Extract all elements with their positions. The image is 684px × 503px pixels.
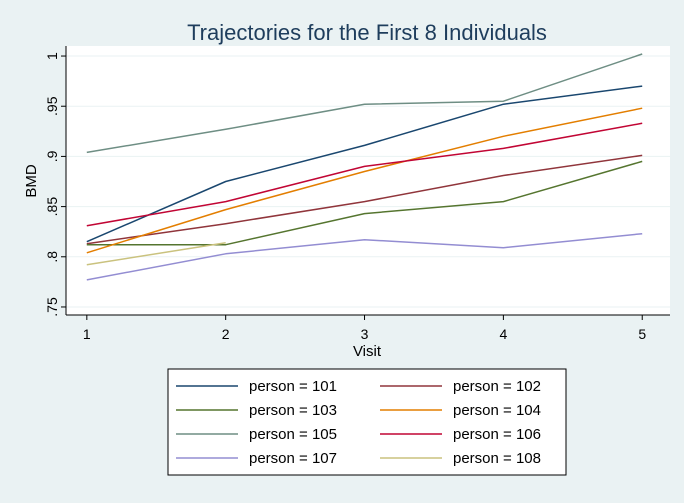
series-line [86, 232, 643, 281]
x-tick-label: 2 [222, 326, 230, 342]
legend-label: person = 108 [453, 450, 541, 467]
x-tick-label: 3 [361, 326, 369, 342]
x-axis-label: Visit [353, 343, 382, 360]
y-tick-label: .95 [44, 96, 60, 116]
series-line [86, 241, 226, 266]
legend-label: person = 106 [453, 426, 541, 443]
series-line [86, 160, 643, 246]
legend-label: person = 102 [453, 378, 541, 395]
series-line [86, 154, 643, 245]
y-tick-label: .75 [44, 297, 60, 317]
x-tick-label: 5 [638, 326, 646, 342]
series-line [86, 122, 643, 227]
x-tick-label: 1 [83, 326, 91, 342]
chart-title: Trajectories for the First 8 Individuals [187, 20, 547, 45]
series-line [86, 53, 643, 154]
axes: .75 .8 .85 .9 .95 1 1 2 3 4 5 [44, 46, 670, 342]
y-axis-label: BMD [23, 164, 40, 198]
legend-label: person = 101 [249, 378, 337, 395]
series-line [86, 107, 643, 254]
y-tick-label: 1 [44, 52, 60, 60]
y-tick-label: .9 [44, 150, 60, 162]
series-line [86, 85, 643, 243]
series-lines [86, 53, 643, 281]
legend: person = 101 person = 102 person = 103 pers… [176, 378, 541, 467]
x-tick-label: 4 [499, 326, 507, 342]
legend-label: person = 104 [453, 402, 541, 419]
legend-label: person = 107 [249, 450, 337, 467]
legend-label: person = 103 [249, 402, 337, 419]
y-tick-label: .85 [44, 197, 60, 217]
plot-area [66, 46, 670, 315]
y-tick-label: .8 [44, 251, 60, 263]
legend-label: person = 105 [249, 426, 337, 443]
